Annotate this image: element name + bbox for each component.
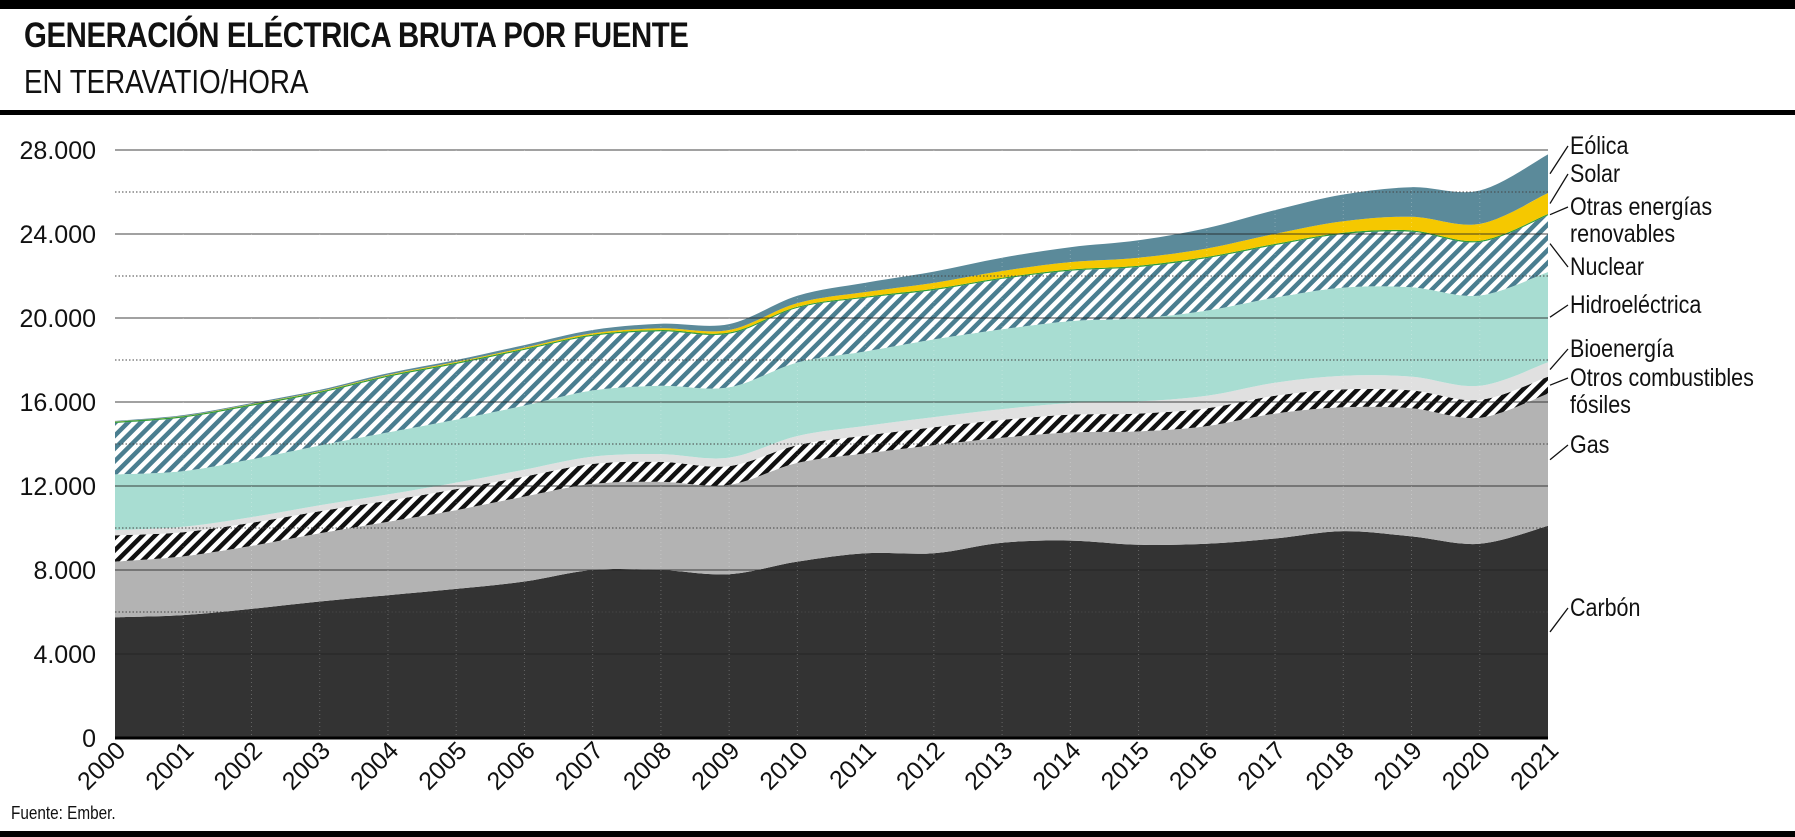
top-rule [0, 0, 1795, 9]
bottom-rule [0, 831, 1795, 837]
x-tick-label: 2007 [550, 736, 609, 795]
y-tick-label: 0 [82, 725, 96, 753]
y-tick-label: 8.000 [33, 557, 96, 585]
x-tick-label: 2001 [140, 736, 199, 795]
x-tick-label: 2005 [413, 736, 472, 795]
legend-label: fósiles [1570, 390, 1631, 418]
x-tick-label: 2013 [959, 736, 1018, 795]
legend-item-carbon: Carbón [1549, 593, 1640, 633]
area-hidroelectrica [115, 272, 1548, 531]
x-tick-label: 2020 [1437, 736, 1496, 795]
x-tick-label: 2004 [345, 736, 404, 795]
legend-leader-line [1549, 377, 1569, 386]
x-tick-label: 2009 [686, 736, 745, 795]
x-tick-label: 2021 [1505, 736, 1564, 795]
chart-title: GENERACIÓN ELÉCTRICA BRUTA POR FUENTE [24, 16, 689, 55]
legend-label: Hidroeléctrica [1570, 290, 1701, 318]
legend-leader-line [1549, 173, 1569, 204]
y-tick-label: 4.000 [33, 641, 96, 669]
legend-leader-line [1549, 607, 1569, 633]
x-tick-label: 2019 [1369, 736, 1428, 795]
legend-label: Otras energías [1570, 192, 1712, 220]
gridlines [115, 149, 1548, 655]
legend-label: Solar [1570, 159, 1620, 187]
legend-item-eolica: Eólica [1549, 131, 1629, 175]
y-tick-label: 20.000 [20, 305, 96, 333]
legend-leader-line [1549, 348, 1569, 370]
legend-label: Nuclear [1570, 252, 1644, 280]
legend-item-bioenergia: Bioenergía [1549, 334, 1674, 370]
x-tick-labels: 2000 2001 2002 2003 2004 2005 2006 2007 2008 2009… [72, 736, 1564, 795]
legend-item-gas: Gas [1549, 430, 1609, 461]
y-tick-label: 16.000 [20, 389, 96, 417]
legend-item-nuclear: Nuclear [1549, 243, 1644, 280]
x-tick-label: 2018 [1300, 736, 1359, 795]
x-tick-label: 2003 [277, 736, 336, 795]
area-bioenergia [115, 362, 1548, 536]
x-tick-label: 2017 [1232, 736, 1291, 795]
legend-label: Carbón [1570, 593, 1640, 621]
legend-leader-line [1549, 206, 1569, 216]
legend-leader-line [1549, 243, 1569, 268]
area-carbon [115, 525, 1548, 738]
x-tick-label: 2016 [1164, 736, 1223, 795]
x-tick-label: 2014 [1027, 736, 1086, 795]
area-gas [115, 393, 1548, 618]
x-tick-label: 2006 [482, 736, 541, 795]
x-tick-label: 2015 [1096, 736, 1155, 795]
legend-label: renovables [1570, 219, 1675, 247]
source-note: Fuente: Ember. [11, 803, 116, 823]
chart-subtitle: EN TERAVATIO/HORA [24, 63, 309, 100]
legend-item-hidroelectrica: Hidroeléctrica [1549, 290, 1701, 318]
x-tick-label: 2012 [891, 736, 950, 795]
x-tick-label: 2010 [754, 736, 813, 795]
area-layers [115, 154, 1548, 738]
y-tick-labels: 0 4.000 8.000 12.000 16.000 20.000 24.000 28.00… [20, 137, 96, 753]
y-tick-label: 12.000 [20, 473, 96, 501]
y-tick-label: 24.000 [20, 221, 96, 249]
legend-label: Bioenergía [1570, 334, 1674, 362]
legend-leader-line [1549, 304, 1569, 318]
legend-item-solar: Solar [1549, 159, 1620, 204]
x-tick-label: 2008 [618, 736, 677, 795]
x-tick-label: 2011 [824, 736, 882, 794]
legend-label: Otros combustibles [1570, 363, 1754, 391]
x-tick-label: 2000 [72, 736, 131, 795]
area-nuclear [115, 215, 1548, 475]
area-otros-combustibles-fosiles [115, 376, 1548, 562]
legend-leader-line [1549, 145, 1569, 175]
y-tick-label: 28.000 [20, 137, 96, 165]
legend-leader-line [1549, 444, 1569, 461]
legend-label: Eólica [1570, 131, 1629, 159]
legend-label: Gas [1570, 430, 1609, 458]
x-tick-label: 2002 [209, 736, 268, 795]
header-rule [0, 110, 1795, 115]
